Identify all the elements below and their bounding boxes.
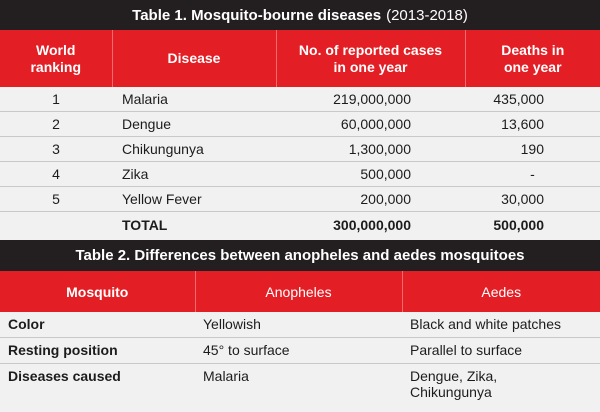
aedes-cell: Dengue, Zika, Chikungunya bbox=[402, 364, 600, 409]
rank-cell: 5 bbox=[0, 186, 112, 212]
aedes-cell: Black and white patches bbox=[402, 312, 600, 338]
total-rank-blank bbox=[0, 212, 112, 238]
header-rank-line2: ranking bbox=[30, 58, 82, 75]
cases-cell: 200,000 bbox=[276, 186, 465, 212]
header-cases-line1: No. of reported cases bbox=[298, 41, 443, 58]
header-mosquito: Mosquito bbox=[0, 271, 195, 312]
cases-cell: 219,000,000 bbox=[276, 87, 465, 112]
row-label-color: Color bbox=[0, 312, 195, 338]
table1-title-years: (2013-2018) bbox=[386, 6, 468, 24]
aedes-cell: Parallel to surface bbox=[402, 337, 600, 364]
header-aedes: Aedes bbox=[401, 271, 600, 312]
disease-cell: Chikungunya bbox=[112, 136, 276, 162]
table-row: Diseases caused Malaria Dengue, Zika, Ch… bbox=[0, 364, 600, 409]
disease-cell: Zika bbox=[112, 161, 276, 187]
row-label-resting-position: Resting position bbox=[0, 337, 195, 364]
total-label: TOTAL bbox=[122, 216, 168, 233]
table2-header-row: Mosquito Anopheles Aedes bbox=[0, 271, 600, 312]
table2-title: Table 2. Differences between anopheles a… bbox=[0, 240, 600, 271]
rank-cell: 3 bbox=[0, 136, 112, 162]
table1-title-main: Table 1. Mosquito-bourne diseases bbox=[132, 6, 382, 24]
disease-cell: Dengue bbox=[112, 111, 276, 137]
rank-cell: 2 bbox=[0, 111, 112, 137]
deaths-cell: 190 bbox=[465, 136, 600, 162]
table-row: 4 Zika 500,000 - bbox=[0, 161, 600, 187]
table-row: 2 Dengue 60,000,000 13,600 bbox=[0, 111, 600, 137]
anopheles-cell: Malaria bbox=[203, 368, 249, 384]
rank-cell: 1 bbox=[0, 87, 112, 112]
table2: Mosquito Anopheles Aedes Color Yellowish… bbox=[0, 271, 600, 408]
header-deaths-line2: one year bbox=[503, 58, 562, 75]
rank-cell: 4 bbox=[0, 161, 112, 187]
cases-cell: 1,300,000 bbox=[276, 136, 465, 162]
header-deaths-line1: Deaths in bbox=[501, 41, 565, 58]
table-row: Color Yellowish Black and white patches bbox=[0, 312, 600, 338]
aedes-diseases-line2: Chikungunya bbox=[410, 384, 492, 400]
row-label-diseases-caused: Diseases caused bbox=[8, 368, 121, 384]
deaths-cell: - bbox=[465, 161, 600, 187]
table-row: 5 Yellow Fever 200,000 30,000 bbox=[0, 186, 600, 212]
deaths-cell: 435,000 bbox=[465, 87, 600, 112]
table-row: 3 Chikungunya 1,300,000 190 bbox=[0, 136, 600, 162]
aedes-diseases-line1: Dengue, Zika, bbox=[410, 368, 498, 384]
table1: World ranking Disease No. of reported ca… bbox=[0, 30, 600, 237]
table1-title: Table 1. Mosquito-bourne diseases (2013-… bbox=[0, 0, 600, 30]
cases-cell: 60,000,000 bbox=[276, 111, 465, 137]
total-cases: 300,000,000 bbox=[333, 216, 411, 233]
cases-cell: 500,000 bbox=[276, 161, 465, 187]
table-row: Resting position 45° to surface Parallel… bbox=[0, 337, 600, 364]
disease-cell: Malaria bbox=[112, 87, 276, 112]
total-row: TOTAL 300,000,000 500,000 bbox=[0, 212, 600, 238]
anopheles-cell: 45° to surface bbox=[195, 337, 402, 364]
table2-title-text: Table 2. Differences between anopheles a… bbox=[75, 247, 525, 264]
table1-header-row: World ranking Disease No. of reported ca… bbox=[0, 30, 600, 87]
header-deaths: Deaths in one year bbox=[464, 30, 600, 87]
header-world-ranking: World ranking bbox=[0, 30, 112, 87]
deaths-cell: 30,000 bbox=[465, 186, 600, 212]
anopheles-cell: Yellowish bbox=[195, 312, 402, 338]
table-row: 1 Malaria 219,000,000 435,000 bbox=[0, 87, 600, 112]
header-cases: No. of reported cases in one year bbox=[275, 30, 465, 87]
header-disease: Disease bbox=[111, 30, 276, 87]
header-cases-line2: in one year bbox=[333, 58, 408, 75]
header-rank-line1: World bbox=[36, 41, 76, 58]
disease-cell: Yellow Fever bbox=[112, 186, 276, 212]
header-anopheles: Anopheles bbox=[194, 271, 402, 312]
total-deaths: 500,000 bbox=[493, 216, 544, 233]
deaths-cell: 13,600 bbox=[465, 111, 600, 137]
